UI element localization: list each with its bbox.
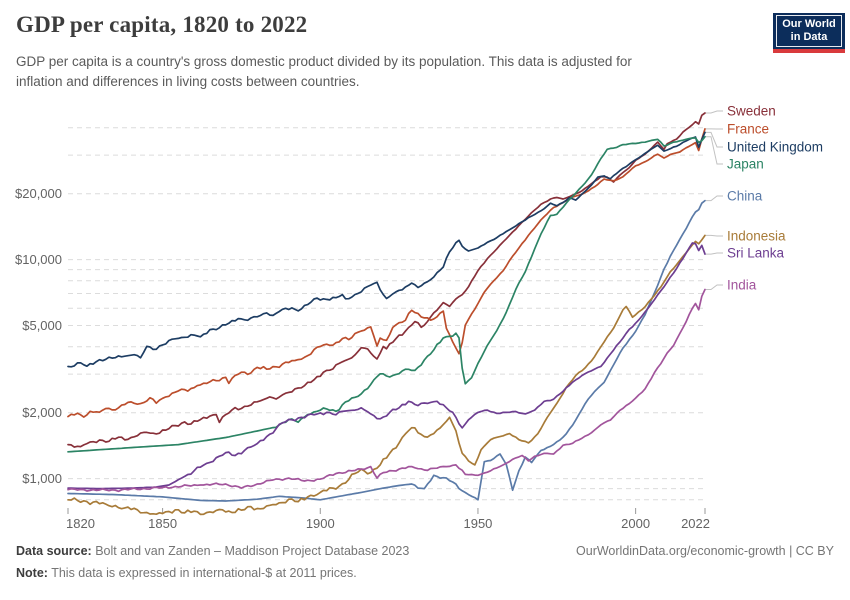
legend-label-sweden[interactable]: Sweden [727,104,776,119]
line-united-kingdom[interactable] [67,131,706,368]
y-axis-label-10000: $10,000 [15,252,62,267]
line-sweden[interactable] [67,112,706,448]
y-axis-label-1000: $1,000 [22,471,62,486]
y-axis-label-5000: $5,000 [22,318,62,333]
legend-connector-united-kingdom [706,131,723,148]
owid-logo-text: Our World in Data [776,14,842,48]
legend-connector-japan [706,136,723,165]
x-axis-label-2000: 2000 [621,516,650,531]
legend-label-india[interactable]: India [727,278,757,293]
owid-link[interactable]: OurWorldinData.org/economic-growth | CC … [576,544,834,558]
x-axis-label-2022: 2022 [681,516,710,531]
y-axis-label-20000: $20,000 [15,186,62,201]
legend-label-united-kingdom[interactable]: United Kingdom [727,140,823,155]
footnote: Note: This data is expressed in internat… [16,565,357,580]
data-source-note: Data source: Bolt and van Zanden – Maddi… [16,544,410,558]
line-india[interactable] [67,288,706,493]
legend-connector-indonesia [706,234,723,237]
line-indonesia[interactable] [67,234,706,516]
chart-subtitle: GDP per capita is a country's gross dome… [16,54,632,89]
line-sri-lanka[interactable] [67,242,706,490]
legend-connector-sweden [706,110,723,114]
page-title: GDP per capita, 1820 to 2022 [16,12,308,37]
legend-label-indonesia[interactable]: Indonesia [727,229,786,244]
legend-connector-india [706,284,723,290]
x-axis-label-1820: 1820 [66,516,95,531]
legend-label-china[interactable]: China [727,189,763,204]
legend-label-japan[interactable]: Japan [727,157,764,172]
x-axis-label-1900: 1900 [306,516,335,531]
line-japan[interactable] [67,135,706,453]
legend-label-france[interactable]: France [727,122,769,137]
chart-footer: Data source: Bolt and van Zanden – Maddi… [16,541,834,585]
y-axis-label-2000: $2,000 [22,405,62,420]
owid-logo[interactable]: Our World in Data [773,13,845,53]
x-axis-label-1950: 1950 [463,516,492,531]
legend-label-sri-lanka[interactable]: Sri Lanka [727,246,785,261]
line-france[interactable] [67,128,706,418]
legend-connector-china [706,195,723,202]
legend-connector-sri-lanka [706,252,723,255]
x-axis-label-1850: 1850 [148,516,177,531]
line-china[interactable] [67,199,706,502]
